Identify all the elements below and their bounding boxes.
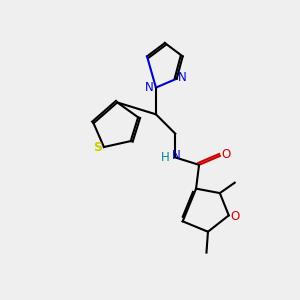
Text: O: O — [222, 148, 231, 161]
Text: N: N — [178, 71, 187, 84]
Text: N: N — [145, 81, 154, 94]
Text: O: O — [231, 210, 240, 224]
Text: S: S — [93, 141, 102, 154]
Text: N: N — [172, 149, 180, 162]
Text: H: H — [160, 151, 169, 164]
